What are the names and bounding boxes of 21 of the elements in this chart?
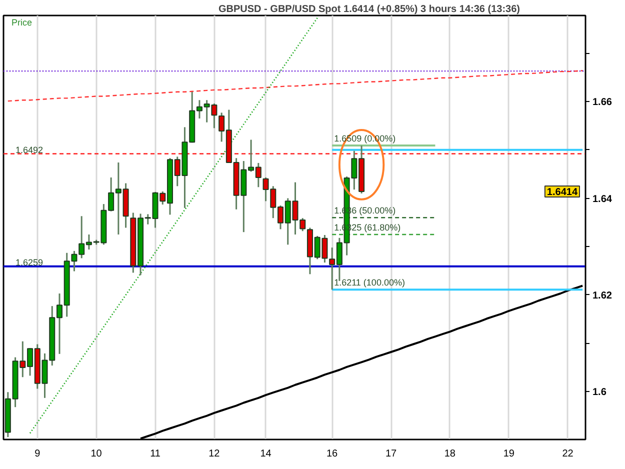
chart-title: GBPUSD - GBP/USD Spot 1.6414 (+0.85%) 3 hours 14:36 (13:36) [218,4,520,15]
annotation: 1.6414 [546,186,578,198]
x-tick-label: 18 [444,448,456,460]
x-tick-label: 10 [90,448,102,460]
annotation: 1.6211 (100.00%) [334,278,405,288]
x-tick-label: 12 [208,448,220,460]
y-tick-label: 1.6 [592,387,607,398]
x-tick-label: 19 [503,448,515,460]
ref-line-label: 1.6259 [16,257,44,268]
ref-line-label: 1.6492 [16,144,44,155]
y-axis-title: Price [12,18,32,28]
x-tick-label: 22 [562,448,574,460]
y-tick-label: 1.62 [592,290,612,302]
x-tick-label: 9 [34,448,41,460]
line-series [7,70,584,102]
y-tick-label: 1.66 [592,97,612,108]
x-tick-label: 14 [260,448,272,460]
x-tick-label: 16 [326,448,338,460]
x-tick-label: 11 [150,448,161,460]
x-tick-label: 17 [385,448,398,460]
y-tick-label: 1.64 [592,194,612,205]
